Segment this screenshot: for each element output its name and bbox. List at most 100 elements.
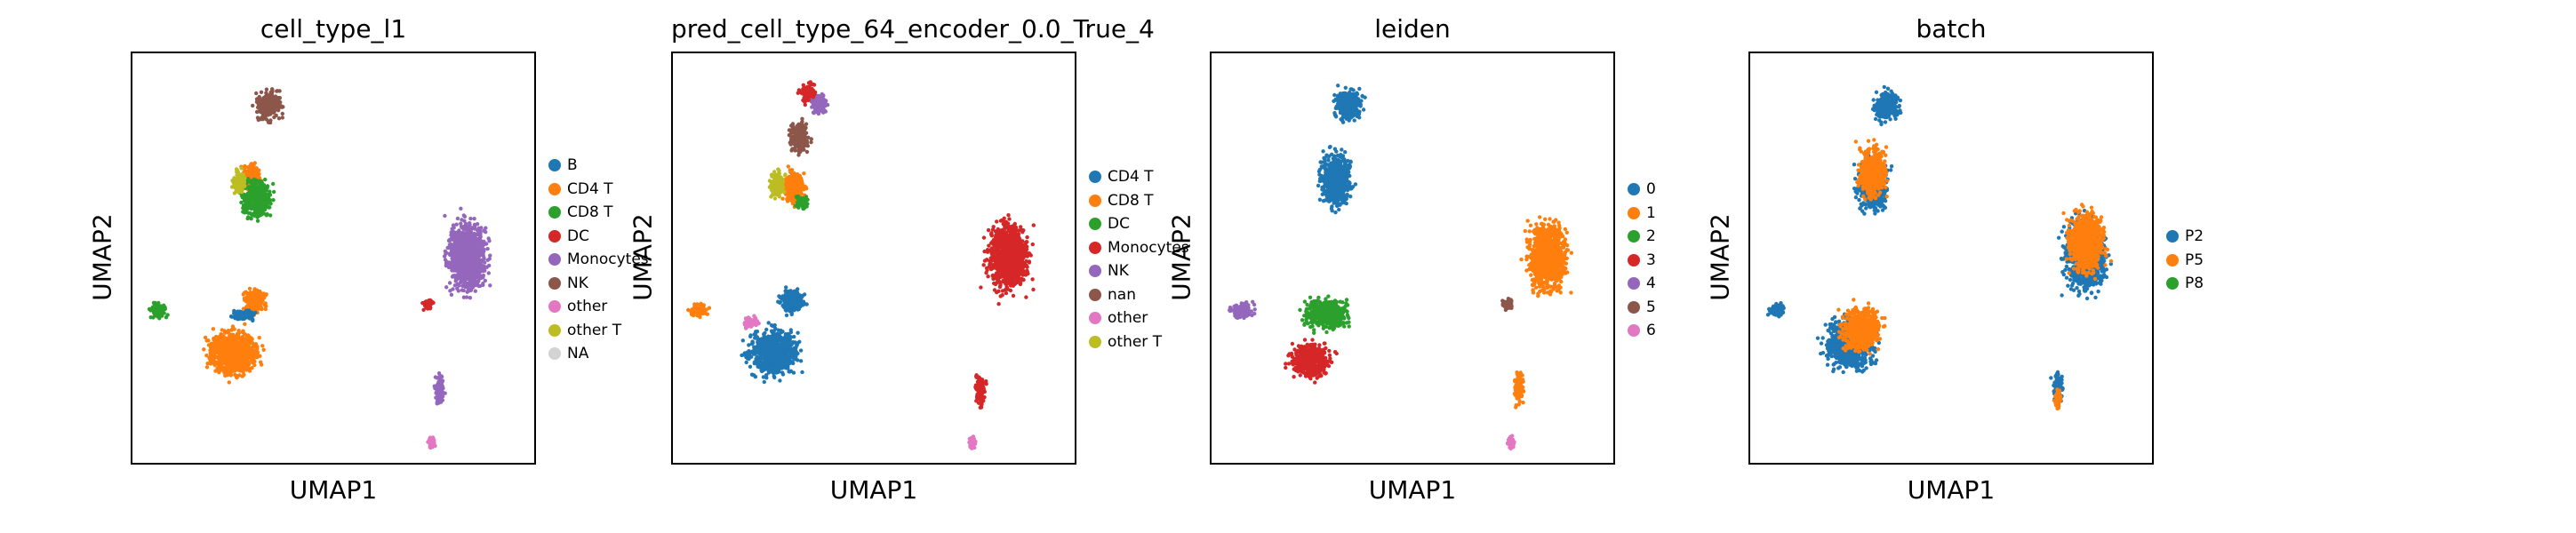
point (156, 313, 160, 317)
point (250, 191, 254, 196)
point (488, 253, 492, 258)
point (275, 89, 279, 93)
point (154, 307, 159, 313)
point (476, 279, 481, 284)
point (473, 279, 477, 283)
point (246, 353, 252, 357)
point (231, 340, 236, 345)
point (220, 354, 225, 359)
legend-label: Monocytes (567, 251, 649, 269)
point (778, 300, 782, 305)
point (236, 356, 242, 361)
point (799, 182, 804, 187)
point (781, 340, 786, 346)
point (764, 345, 770, 349)
point (476, 226, 481, 231)
point (243, 163, 247, 169)
point (785, 196, 789, 201)
point (207, 355, 212, 361)
point (256, 191, 260, 196)
point (240, 182, 245, 187)
point (271, 198, 276, 203)
point (259, 211, 264, 216)
point (158, 309, 163, 314)
point (236, 187, 241, 192)
point (227, 354, 231, 359)
point (463, 221, 468, 227)
point (259, 360, 263, 364)
point (464, 248, 469, 253)
point (246, 169, 252, 173)
point (260, 117, 265, 122)
point (225, 359, 230, 364)
point (252, 305, 257, 310)
point (212, 358, 216, 363)
point (253, 193, 258, 197)
point (252, 355, 256, 360)
point (800, 303, 805, 307)
point (453, 255, 458, 260)
point (427, 298, 431, 303)
point (255, 219, 260, 223)
point (698, 314, 702, 320)
legend-marker-icon (548, 206, 561, 219)
point (782, 302, 788, 306)
point (468, 222, 472, 227)
point (769, 358, 773, 362)
point (432, 442, 436, 447)
point (780, 345, 784, 350)
point (244, 311, 249, 315)
point (256, 203, 260, 208)
point (451, 223, 456, 227)
legend-label: other (567, 298, 608, 316)
legend-marker-icon (548, 323, 561, 337)
point (160, 314, 164, 318)
point (447, 281, 452, 285)
point (466, 242, 470, 247)
point (204, 354, 209, 358)
point (239, 344, 244, 348)
point (248, 355, 253, 361)
point (254, 91, 259, 96)
legend-label: other T (567, 321, 622, 339)
point (255, 200, 260, 204)
point (258, 180, 262, 185)
point (693, 308, 698, 314)
cluster-cd8-t-left (686, 301, 712, 320)
point (451, 229, 456, 235)
point (768, 342, 772, 347)
point (458, 235, 462, 240)
point (478, 258, 484, 263)
legend-label: CD8 T (567, 203, 613, 222)
point (439, 374, 444, 379)
cluster-other (426, 435, 437, 450)
point (254, 166, 259, 171)
point (259, 186, 263, 190)
point (202, 347, 206, 352)
point (794, 302, 798, 307)
legend-label: NK (567, 274, 588, 292)
point (457, 243, 462, 249)
point (796, 330, 800, 335)
legend-item: CD8 T (548, 201, 649, 225)
point (787, 177, 791, 181)
point (467, 255, 472, 260)
point (422, 303, 428, 308)
point (268, 189, 272, 194)
panel-title: pred_cell_type_64_encoder_0.0_True_4 (671, 14, 1155, 44)
point (784, 285, 788, 290)
point (151, 315, 156, 320)
point (230, 324, 236, 329)
scatter-plot (147, 87, 492, 450)
point (248, 290, 252, 296)
point (772, 196, 778, 201)
point (473, 289, 477, 293)
point (217, 360, 221, 364)
point (254, 291, 259, 296)
point (444, 251, 449, 255)
cluster-cd4-t-upper (241, 286, 268, 317)
point (459, 206, 463, 211)
point (256, 305, 260, 309)
point (276, 116, 282, 121)
point (239, 349, 244, 354)
